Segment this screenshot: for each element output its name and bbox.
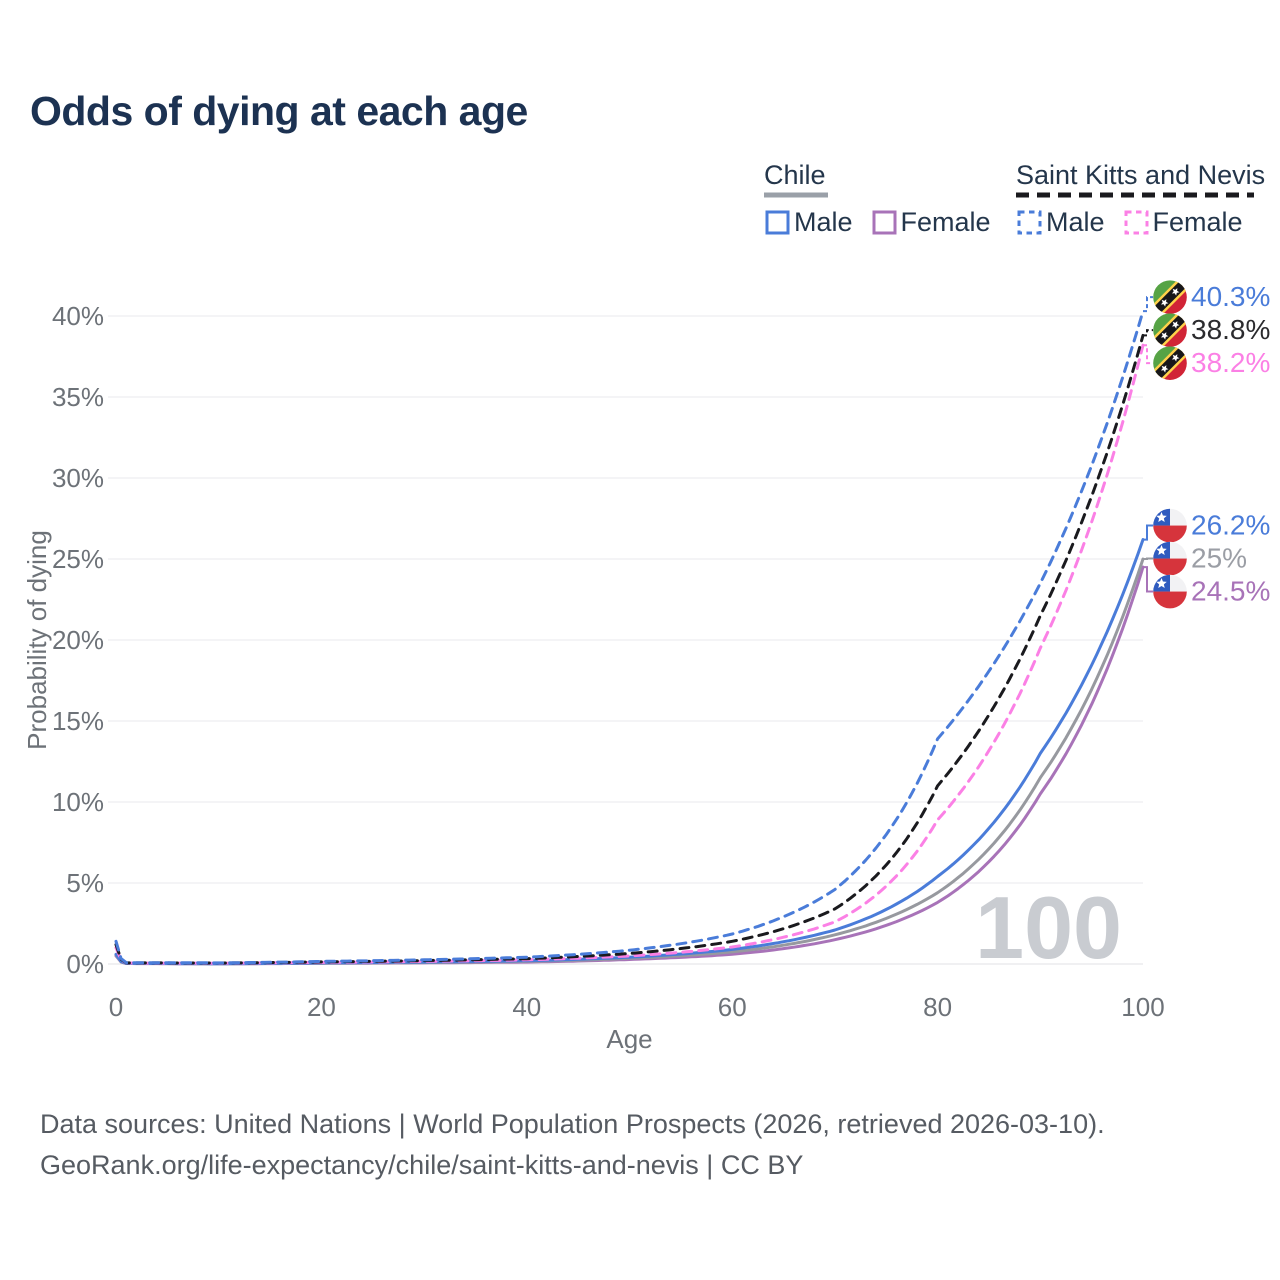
x-tick-label: 40 bbox=[512, 992, 541, 1022]
x-tick-label: 80 bbox=[923, 992, 952, 1022]
y-tick-label: 0% bbox=[66, 949, 104, 979]
saint-kitts-female-swatch-icon bbox=[1124, 210, 1149, 235]
y-axis-title: Probability of dying bbox=[22, 530, 52, 750]
y-tick-label: 5% bbox=[66, 868, 104, 898]
y-tick-label: 10% bbox=[52, 787, 104, 817]
page-title: Odds of dying at each age bbox=[30, 88, 528, 134]
legend-item-saint-kitts-female[interactable]: Female bbox=[1123, 207, 1243, 238]
label-connector bbox=[1143, 296, 1153, 313]
footer-attribution-url: GeoRank.org/life-expectancy/chile/saint-… bbox=[40, 1150, 804, 1180]
flag-icon-chile bbox=[1153, 541, 1187, 576]
legend-row-saint-kitts: Male Female bbox=[1016, 207, 1265, 238]
y-tick-label: 15% bbox=[52, 706, 104, 736]
y-tick-label: 40% bbox=[52, 301, 104, 331]
legend-label-chile-male: Male bbox=[794, 207, 853, 237]
legend-group-saint-kitts-and-nevis: Saint Kitts and Nevis Male Female bbox=[1016, 160, 1265, 238]
series-line-saint-kitts-and-nevis-male[interactable] bbox=[114, 309, 1145, 965]
y-tick-label: 20% bbox=[52, 625, 104, 655]
end-value-label-saint-kitts-and-nevis-both-sexes: 38.8% bbox=[1191, 314, 1270, 345]
end-value-label-saint-kitts-and-nevis-female: 38.2% bbox=[1191, 347, 1270, 378]
legend-label-chile-female: Female bbox=[900, 207, 991, 237]
legend-label-saint-kitts-male: Male bbox=[1046, 207, 1105, 237]
x-tick-label: 0 bbox=[109, 992, 123, 1022]
age-watermark: 100 bbox=[975, 878, 1122, 977]
chile-female-swatch-icon bbox=[872, 210, 897, 235]
label-connector bbox=[1143, 566, 1153, 593]
chile-male-swatch-icon bbox=[765, 210, 790, 235]
flag-icon-chile bbox=[1153, 574, 1187, 609]
saint-kitts-male-swatch-icon bbox=[1017, 210, 1042, 235]
y-tick-label: 35% bbox=[52, 382, 104, 412]
footer: Data sources: United Nations | World Pop… bbox=[40, 1104, 1105, 1186]
label-connector bbox=[1143, 344, 1153, 365]
end-value-label-chile-male: 26.2% bbox=[1191, 510, 1270, 541]
legend-label-saint-kitts-female: Female bbox=[1152, 207, 1243, 237]
flag-icon-saint-kitts-and-nevis bbox=[1153, 280, 1187, 314]
flag-icon-chile bbox=[1153, 508, 1187, 543]
legend-row-chile: Male Female bbox=[764, 207, 1009, 238]
x-tick-label: 60 bbox=[718, 992, 747, 1022]
saint-kitts-line-style-sample bbox=[1016, 192, 1254, 198]
legend-group-chile: Chile Male Female bbox=[764, 160, 1009, 238]
end-value-label-chile-both-sexes: 25% bbox=[1191, 543, 1247, 574]
flag-icon-saint-kitts-and-nevis bbox=[1153, 346, 1187, 380]
end-value-label-saint-kitts-and-nevis-male: 40.3% bbox=[1191, 281, 1270, 312]
legend-group-title-chile: Chile bbox=[764, 160, 826, 190]
y-tick-label: 25% bbox=[52, 544, 104, 574]
label-connector bbox=[1143, 524, 1153, 541]
series-line-saint-kitts-and-nevis-female[interactable] bbox=[114, 343, 1145, 965]
legend-item-saint-kitts-male[interactable]: Male bbox=[1016, 207, 1105, 238]
legend-group-title-saint-kitts-and-nevis: Saint Kitts and Nevis bbox=[1016, 160, 1266, 190]
series-line-saint-kitts-and-nevis-both-sexes[interactable] bbox=[114, 333, 1145, 965]
legend-item-chile-male[interactable]: Male bbox=[764, 207, 853, 238]
x-tick-label: 100 bbox=[1121, 992, 1164, 1022]
legend-item-chile-female[interactable]: Female bbox=[871, 207, 991, 238]
y-tick-label: 30% bbox=[52, 463, 104, 493]
footer-data-sources: Data sources: United Nations | World Pop… bbox=[40, 1109, 1105, 1139]
flag-icon-saint-kitts-and-nevis bbox=[1153, 313, 1187, 347]
chile-line-style-sample bbox=[764, 192, 828, 198]
x-axis-title: Age bbox=[606, 1024, 652, 1054]
x-tick-label: 20 bbox=[307, 992, 336, 1022]
end-value-label-chile-female: 24.5% bbox=[1191, 576, 1270, 607]
label-connector bbox=[1143, 329, 1153, 337]
